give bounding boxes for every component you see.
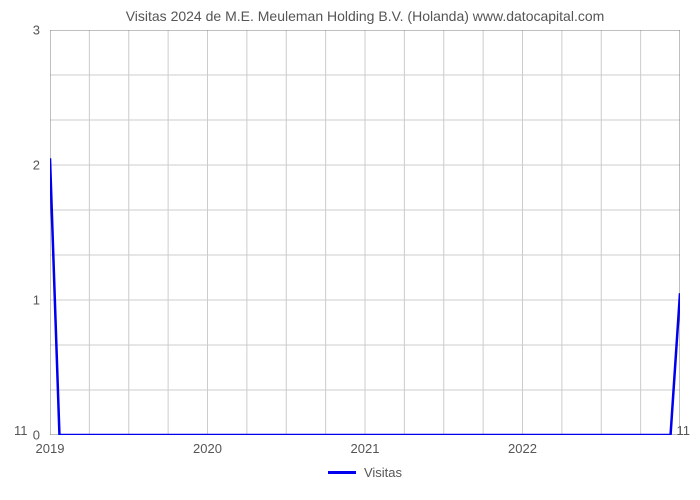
legend-item-visitas: Visitas (328, 465, 402, 480)
legend-label: Visitas (364, 465, 402, 480)
corner-label-bottom-left: 11 (14, 423, 28, 438)
xaxis-tick-label: 2020 (193, 441, 222, 456)
yaxis-tick-label: 2 (33, 157, 40, 172)
xaxis-tick-label: 2019 (36, 441, 65, 456)
chart-container: Visitas 2024 de M.E. Meuleman Holding B.… (0, 0, 700, 500)
chart-title: Visitas 2024 de M.E. Meuleman Holding B.… (50, 8, 680, 24)
xaxis-tick-label: 2022 (508, 441, 537, 456)
corner-label-bottom-right: 11 (677, 423, 691, 438)
chart-legend: Visitas (50, 461, 680, 480)
chart-svg (50, 30, 680, 435)
xaxis-tick-label: 2021 (351, 441, 380, 456)
yaxis-tick-label: 3 (33, 23, 40, 38)
chart-plot-area: 11 11 01232019202020212022 (50, 30, 680, 435)
yaxis-tick-label: 1 (33, 292, 40, 307)
legend-swatch (328, 471, 356, 474)
